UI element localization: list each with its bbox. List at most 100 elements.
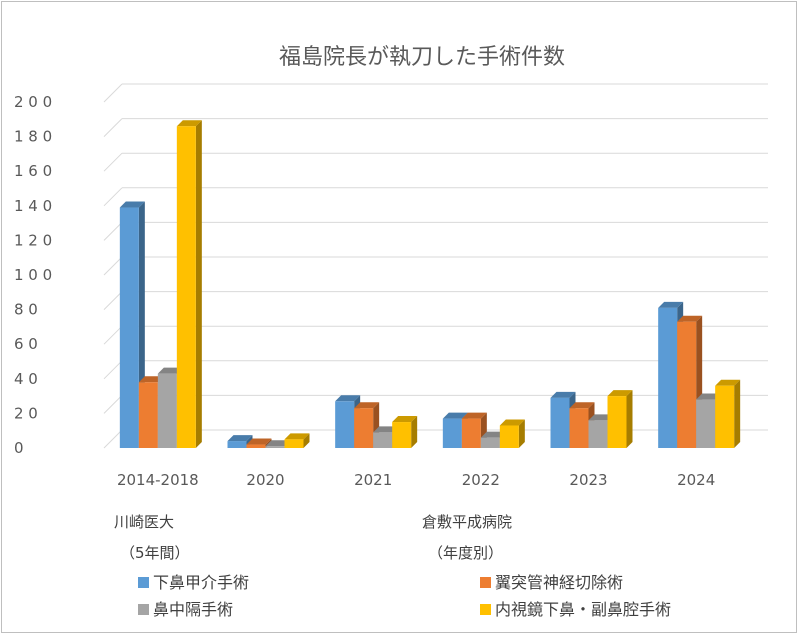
gridline-depth xyxy=(103,291,123,310)
legend-label-series-4: 内視鏡下鼻・副鼻腔手術 xyxy=(495,600,671,619)
bar-4-2024 xyxy=(715,379,741,448)
bar-top xyxy=(569,402,595,409)
bar-top xyxy=(227,435,253,442)
y-tick-label: 1 2 0 xyxy=(14,231,52,249)
y-tick-label: 1 6 0 xyxy=(14,162,52,180)
bar-top xyxy=(499,419,525,426)
bar-top xyxy=(607,390,633,397)
bar-top xyxy=(176,120,202,127)
bar-top xyxy=(392,416,418,423)
gridline-depth xyxy=(103,360,123,380)
x-tick-label: 2021 xyxy=(354,471,392,489)
legend-label-series-3: 鼻中隔手術 xyxy=(153,600,233,619)
bar-front xyxy=(392,422,412,448)
bar-front xyxy=(354,408,374,448)
bar-front xyxy=(157,373,177,448)
bar-top xyxy=(138,376,164,383)
bar-front xyxy=(658,307,678,448)
bar-front xyxy=(265,446,285,448)
legend-swatch-series-2 xyxy=(480,577,491,588)
gridline-depth xyxy=(103,429,123,449)
bar-side xyxy=(518,419,525,448)
bar-front xyxy=(119,207,139,448)
x-tick-label: 2014-2018 xyxy=(117,471,199,489)
y-tick-label: 6 0 xyxy=(14,335,38,353)
bar-front xyxy=(588,420,608,448)
bar-4-2021 xyxy=(392,416,418,448)
bar-front xyxy=(461,418,481,448)
bar-front xyxy=(176,126,196,448)
bar-top xyxy=(588,414,614,421)
bar-side xyxy=(411,416,418,448)
bars xyxy=(119,120,741,448)
bar-front xyxy=(246,444,266,448)
y-axis-tick-labels: 0 2 0 4 0 6 0 8 0 1 0 0 1 2 0 1 4 0 1 6 0 1 8 0 2 … xyxy=(14,93,52,457)
x-tick-label: 2022 xyxy=(462,471,500,489)
bar-front xyxy=(550,397,570,448)
x-tick-label: 2023 xyxy=(569,471,607,489)
bar-side xyxy=(195,120,202,448)
bar-top xyxy=(354,402,380,409)
x-tick-label: 2020 xyxy=(246,471,284,489)
bar-top xyxy=(335,395,361,402)
chart-title: 福島院長が執刀した手術件数 xyxy=(279,45,565,70)
legend-swatch-series-3 xyxy=(138,604,149,615)
bar-top xyxy=(461,412,487,419)
legend-swatch-series-1 xyxy=(138,577,149,588)
x-tick-label: 2024 xyxy=(677,471,715,489)
bar-4-2023 xyxy=(607,390,633,448)
y-tick-label: 8 0 xyxy=(14,301,38,319)
y-tick-label: 2 0 xyxy=(14,404,38,422)
bar-side xyxy=(734,379,741,448)
bar-front xyxy=(499,425,519,448)
bar-top xyxy=(246,438,272,445)
bar-4-2022 xyxy=(499,419,525,448)
gridline-depth xyxy=(103,152,123,172)
bar-top xyxy=(265,440,291,447)
annotation-right-line2: （年度別） xyxy=(428,544,503,562)
y-tick-label: 0 xyxy=(14,439,24,457)
x-axis-tick-labels: 2014-2018 2020 2021 2022 2023 2024 xyxy=(117,471,715,489)
legend-label-series-1: 下鼻甲介手術 xyxy=(153,573,249,592)
bar-4-2014-2018 xyxy=(176,120,202,448)
bar-front xyxy=(442,418,462,448)
bar-top xyxy=(157,367,183,374)
bar-top xyxy=(119,201,145,208)
annotation-left-line2: （5年間） xyxy=(120,544,190,562)
bar-top xyxy=(284,433,310,440)
bar-front xyxy=(227,441,247,448)
bar-front xyxy=(715,385,735,448)
bar-top xyxy=(442,412,468,419)
bar-top xyxy=(715,379,741,386)
bar-front xyxy=(335,401,355,448)
bar-4-2020 xyxy=(284,433,310,448)
bar-top xyxy=(480,431,506,438)
bar-front xyxy=(569,408,589,448)
legend-label-series-2: 翼突管神経切除術 xyxy=(495,573,623,592)
bar-front xyxy=(677,321,697,448)
bar-front xyxy=(373,432,393,448)
bar-top xyxy=(373,426,399,433)
bar-2-2023 xyxy=(569,402,595,448)
bar-front xyxy=(284,439,304,448)
y-tick-label: 1 4 0 xyxy=(14,197,52,215)
gridline-depth xyxy=(103,187,123,207)
gridline-depth xyxy=(103,118,123,137)
gridline-depth xyxy=(103,83,123,103)
annotation-right-line1: 倉敷平成病院 xyxy=(422,513,512,531)
legend: 下鼻甲介手術 翼突管神経切除術 鼻中隔手術 内視鏡下鼻・副鼻腔手術 xyxy=(138,573,671,619)
bar-front xyxy=(480,437,500,448)
bar-front xyxy=(607,396,627,448)
gridlines xyxy=(103,83,768,449)
y-tick-label: 1 0 0 xyxy=(14,266,52,284)
gridline-depth xyxy=(103,256,123,276)
bar-top xyxy=(677,315,703,322)
y-tick-label: 1 8 0 xyxy=(14,128,52,146)
y-tick-label: 4 0 xyxy=(14,370,38,388)
bar-top xyxy=(658,301,684,308)
bar-top xyxy=(696,393,722,400)
bar-front xyxy=(696,399,716,448)
bar-front xyxy=(138,382,158,448)
